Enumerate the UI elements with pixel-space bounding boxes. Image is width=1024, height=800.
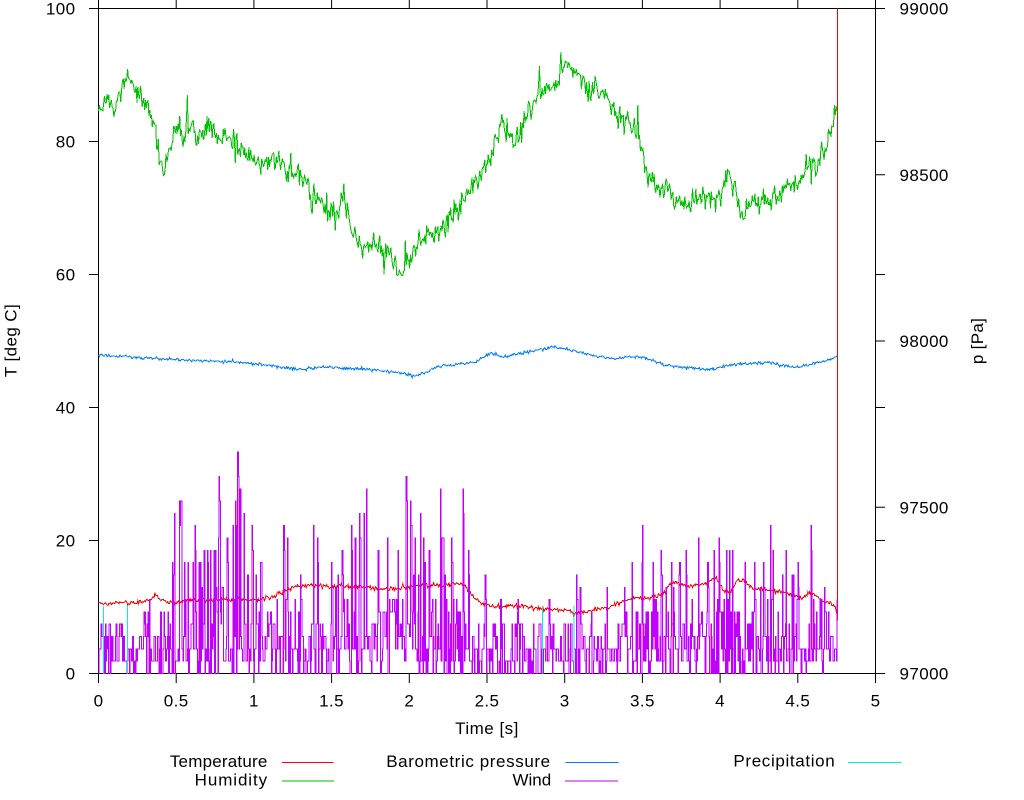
svg-text:2: 2	[404, 692, 414, 711]
svg-text:3.5: 3.5	[630, 692, 655, 711]
svg-text:20: 20	[56, 532, 76, 551]
svg-text:98000: 98000	[900, 332, 949, 351]
svg-text:97000: 97000	[900, 665, 949, 684]
svg-text:Barometric pressure: Barometric pressure	[386, 752, 550, 771]
svg-text:Precipitation: Precipitation	[733, 752, 835, 771]
svg-text:5: 5	[871, 692, 881, 711]
svg-text:0: 0	[66, 665, 76, 684]
svg-text:p [Pa]: p [Pa]	[968, 318, 987, 364]
svg-text:4: 4	[715, 692, 725, 711]
svg-text:60: 60	[56, 266, 76, 285]
svg-text:1: 1	[249, 692, 259, 711]
svg-text:97500: 97500	[900, 498, 949, 517]
svg-text:98500: 98500	[900, 166, 949, 185]
svg-text:80: 80	[56, 133, 76, 152]
svg-text:2.5: 2.5	[475, 692, 500, 711]
svg-text:Humidity: Humidity	[195, 771, 268, 790]
svg-text:100: 100	[46, 0, 76, 19]
svg-text:Temperature: Temperature	[170, 752, 268, 771]
svg-text:T [deg C]: T [deg C]	[2, 304, 21, 377]
svg-text:99000: 99000	[900, 0, 949, 19]
svg-text:1.5: 1.5	[319, 692, 344, 711]
svg-text:0.5: 0.5	[164, 692, 189, 711]
svg-text:0: 0	[94, 692, 104, 711]
svg-text:40: 40	[56, 399, 76, 418]
svg-text:3: 3	[560, 692, 570, 711]
svg-text:Time [s]: Time [s]	[455, 719, 519, 738]
svg-text:Wind: Wind	[512, 771, 551, 790]
svg-text:4.5: 4.5	[785, 692, 810, 711]
